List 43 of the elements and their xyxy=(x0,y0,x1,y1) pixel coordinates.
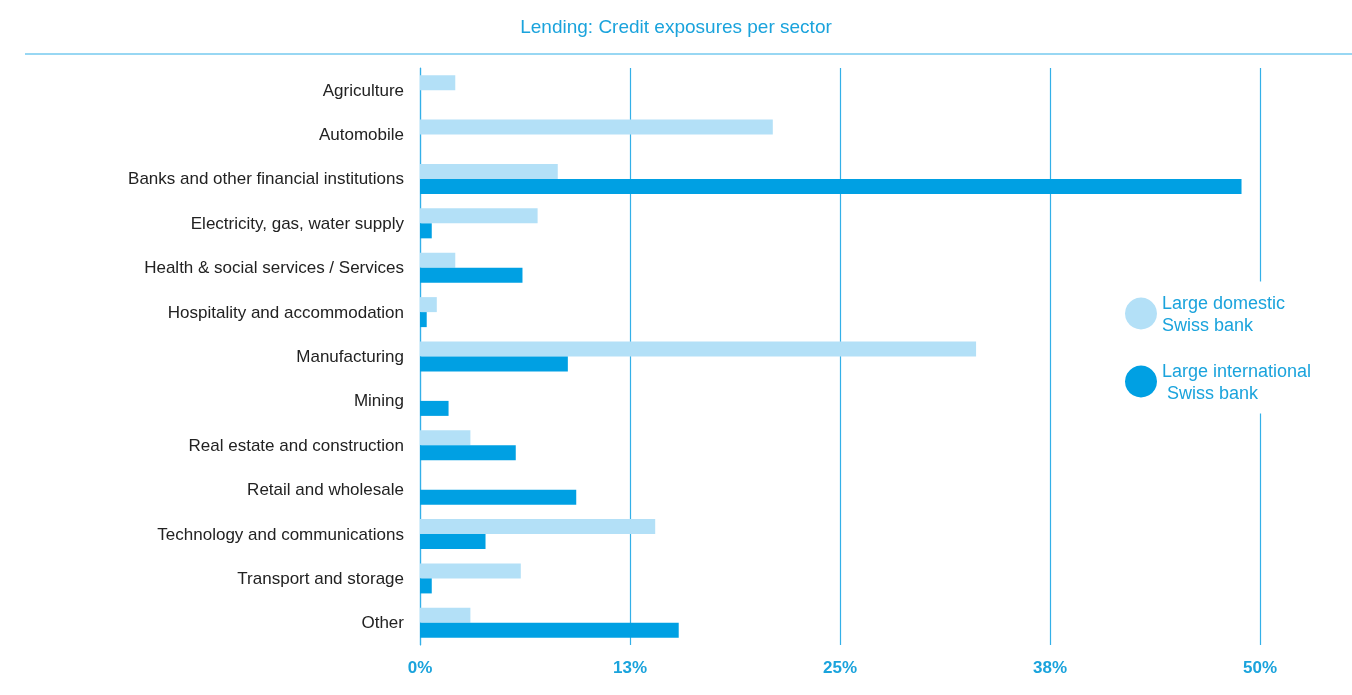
bar xyxy=(420,563,521,579)
y-tick-label: Automobile xyxy=(318,125,404,145)
y-tick-label: Agriculture xyxy=(322,80,404,100)
y-tick-label: Transport and storage xyxy=(237,568,404,588)
y-tick-label: Electricity, gas, water supply xyxy=(190,213,405,233)
y-tick-label: Technology and communications xyxy=(157,524,404,544)
legend-label: Large domestic Swiss bank xyxy=(1162,292,1291,335)
y-tick-label: Other xyxy=(361,613,405,633)
bar xyxy=(420,445,516,461)
bar xyxy=(420,178,1242,194)
y-tick-label: Health & social services / Services xyxy=(144,258,404,278)
bar xyxy=(420,223,432,239)
bar xyxy=(420,267,523,283)
x-tick-label: 38% xyxy=(1032,658,1068,677)
bar xyxy=(420,400,449,416)
bar xyxy=(420,252,456,268)
chart-title: Lending: Credit exposures per sector xyxy=(520,16,833,37)
bar xyxy=(420,519,656,535)
y-tick-label: Mining xyxy=(353,391,404,411)
bar xyxy=(420,163,558,179)
bar xyxy=(420,489,577,505)
bar xyxy=(420,534,486,550)
bar xyxy=(420,430,471,446)
y-tick-label: Real estate and construction xyxy=(188,435,404,455)
bar xyxy=(420,356,568,372)
bar xyxy=(420,75,456,91)
x-tick-label: 25% xyxy=(822,658,858,677)
bar xyxy=(420,297,437,313)
bar xyxy=(420,119,773,135)
bar xyxy=(420,312,427,328)
bar xyxy=(420,607,471,623)
x-tick-label: 13% xyxy=(612,658,648,677)
y-tick-label: Banks and other financial institutions xyxy=(128,169,404,189)
y-tick-label: Retail and wholesale xyxy=(247,480,404,500)
y-tick-label: Hospitality and accommodation xyxy=(167,302,404,322)
bar xyxy=(420,622,679,638)
bar xyxy=(420,578,432,594)
bar xyxy=(420,341,977,357)
legend-label: Large international Swiss bank xyxy=(1162,360,1312,403)
y-tick-label: Manufacturing xyxy=(296,347,404,366)
bar xyxy=(420,208,538,224)
x-tick-label: 50% xyxy=(1242,658,1278,677)
x-tick-label: 0% xyxy=(407,658,433,677)
